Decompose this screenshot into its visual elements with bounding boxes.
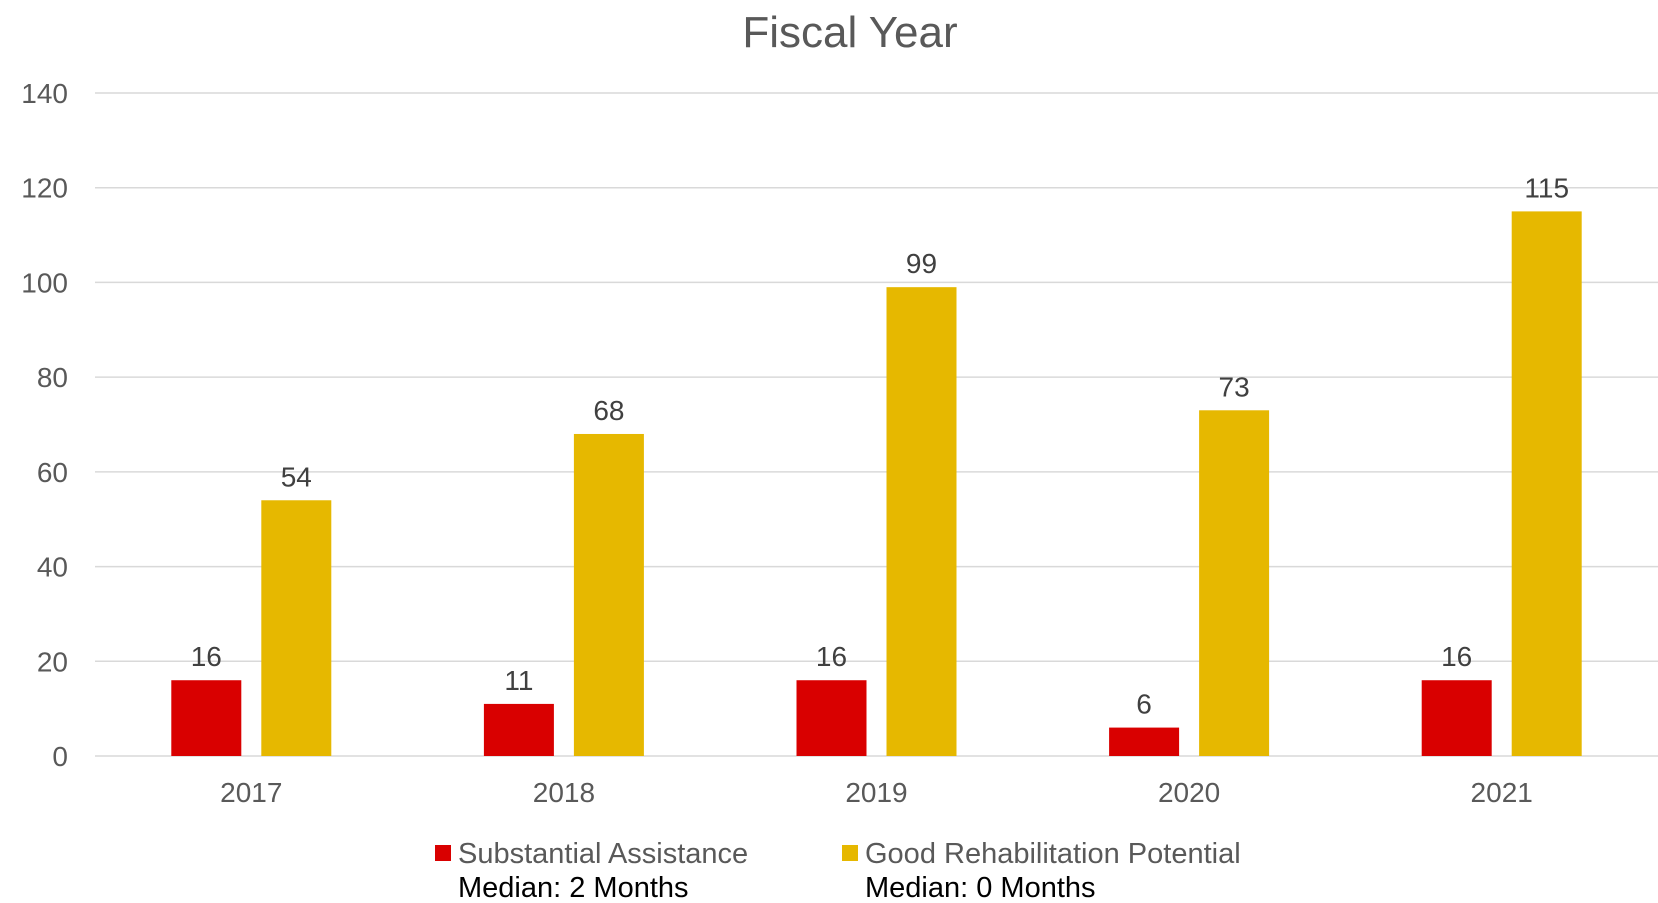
data-label: 11 bbox=[504, 665, 533, 696]
x-tick-label: 2020 bbox=[1158, 777, 1220, 808]
bar-good-rehabilitation-potential-2017[interactable] bbox=[261, 500, 332, 756]
gridlines bbox=[95, 92, 1658, 757]
y-tick-label: 40 bbox=[37, 552, 68, 583]
data-label: 6 bbox=[1136, 689, 1152, 720]
data-label: 68 bbox=[593, 395, 624, 426]
x-tick-label: 2021 bbox=[1471, 777, 1533, 808]
bar-substantial-assistance-2017[interactable] bbox=[171, 680, 242, 756]
legend-label-substantial-assistance: Substantial Assistance bbox=[458, 838, 748, 870]
y-tick-label: 140 bbox=[21, 78, 68, 109]
y-tick-label: 120 bbox=[21, 173, 68, 204]
x-tick-label: 2017 bbox=[220, 777, 282, 808]
y-tick-label: 0 bbox=[52, 741, 68, 772]
bar-substantial-assistance-2021[interactable] bbox=[1421, 680, 1492, 756]
y-tick-label: 60 bbox=[37, 457, 68, 488]
data-label: 16 bbox=[1441, 641, 1472, 672]
data-label: 16 bbox=[191, 641, 222, 672]
legend-swatch-good-rehabilitation-potential bbox=[842, 845, 858, 861]
bar-substantial-assistance-2018[interactable] bbox=[483, 703, 554, 756]
y-axis: 0 20 40 60 80 100 120 140 bbox=[21, 78, 68, 772]
legend-swatch-substantial-assistance bbox=[435, 845, 451, 861]
legend-subtitle-substantial-assistance: Median: 2 Months bbox=[458, 872, 689, 903]
y-tick-label: 100 bbox=[21, 267, 68, 298]
legend-subtitle-good-rehabilitation-potential: Median: 0 Months bbox=[865, 872, 1096, 903]
bars bbox=[171, 211, 1582, 757]
data-label: 115 bbox=[1524, 172, 1569, 203]
data-label: 16 bbox=[816, 641, 847, 672]
bar-substantial-assistance-2019[interactable] bbox=[796, 680, 867, 756]
bar-good-rehabilitation-potential-2020[interactable] bbox=[1199, 410, 1270, 756]
legend-item-good-rehabilitation-potential[interactable]: Good Rehabilitation Potential Median: 0 … bbox=[842, 838, 1241, 903]
data-label: 54 bbox=[281, 461, 312, 492]
bar-good-rehabilitation-potential-2019[interactable] bbox=[886, 287, 957, 756]
legend-label-good-rehabilitation-potential: Good Rehabilitation Potential bbox=[865, 838, 1241, 870]
bar-substantial-assistance-2020[interactable] bbox=[1109, 727, 1180, 756]
bar-good-rehabilitation-potential-2021[interactable] bbox=[1511, 211, 1582, 757]
data-label: 73 bbox=[1219, 371, 1250, 402]
legend: Substantial Assistance Median: 2 Months … bbox=[435, 838, 1241, 903]
y-tick-label: 20 bbox=[37, 646, 68, 677]
x-tick-label: 2019 bbox=[845, 777, 907, 808]
y-tick-label: 80 bbox=[37, 362, 68, 393]
data-labels: 16 54 11 68 16 99 6 73 16 115 bbox=[191, 172, 1569, 719]
x-axis: 2017 2018 2019 2020 2021 bbox=[220, 777, 1533, 808]
data-label: 99 bbox=[906, 248, 937, 279]
legend-item-substantial-assistance[interactable]: Substantial Assistance Median: 2 Months bbox=[435, 838, 748, 903]
chart-title: Fiscal Year bbox=[742, 8, 957, 57]
x-tick-label: 2018 bbox=[533, 777, 595, 808]
bar-good-rehabilitation-potential-2018[interactable] bbox=[573, 433, 644, 756]
